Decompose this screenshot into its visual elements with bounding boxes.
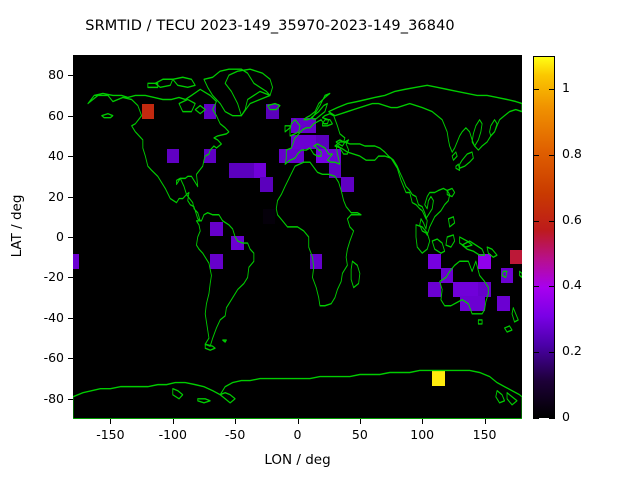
heatmap-cell — [303, 118, 317, 134]
heatmap-cell — [73, 253, 80, 269]
y-axis-tick — [68, 115, 73, 117]
y-axis-tick — [68, 317, 73, 319]
heatmap-cell — [262, 209, 276, 225]
y-axis-tick-label: 40 — [48, 148, 64, 164]
heatmap-cell — [316, 134, 329, 150]
x-axis-tick-label: -50 — [224, 427, 246, 442]
x-axis-tick — [235, 419, 237, 424]
heatmap-cell — [316, 148, 329, 164]
heatmap-cell — [309, 253, 323, 269]
x-axis-tick-label: 0 — [293, 427, 302, 442]
y-axis-tick-label: -20 — [43, 269, 64, 285]
colorbar-tick — [549, 154, 555, 156]
colorbar-tick-label: 0.8 — [562, 145, 582, 161]
x-axis-tick — [110, 419, 112, 424]
y-axis-tick-label: -60 — [43, 350, 64, 366]
colorbar-tick — [533, 286, 539, 288]
chart-title: SRMTID / TECU 2023-149_35970-2023-149_36… — [85, 18, 455, 34]
y-axis-tick-label: -80 — [43, 390, 64, 406]
heatmap-cell — [241, 162, 254, 178]
colorbar-tick-label: 0.6 — [562, 211, 582, 227]
heatmap-cell — [228, 162, 242, 178]
x-axis-tick-label: 50 — [351, 427, 368, 442]
heatmap-cell — [428, 282, 441, 297]
heatmap-cell — [231, 235, 244, 251]
colorbar-tick — [533, 352, 539, 354]
colorbar-tick — [533, 220, 539, 222]
heatmap-cell — [166, 148, 179, 164]
colorbar-tick — [549, 286, 555, 288]
colorbar-tick-label: 1 — [562, 79, 570, 95]
heatmap-cell — [210, 253, 223, 269]
heatmap-cell — [432, 371, 445, 386]
x-axis-tick-label: -100 — [158, 427, 187, 442]
heatmap-cell — [341, 177, 354, 192]
y-axis-tick-label: -40 — [43, 309, 64, 325]
heatmap-cells-layer — [73, 55, 522, 419]
colorbar-tick-label: 0.4 — [562, 277, 582, 293]
heatmap-cell — [203, 148, 217, 164]
colorbar-tick-label: 0.2 — [562, 343, 582, 359]
y-axis-tick-label: 60 — [48, 107, 64, 123]
heatmap-cell — [465, 282, 479, 297]
x-axis-title: LON / deg — [264, 452, 331, 468]
y-axis-tick — [68, 75, 73, 77]
y-axis-tick — [68, 358, 73, 360]
y-axis-tick-label: 20 — [48, 188, 64, 204]
heatmap-cell — [266, 104, 279, 119]
colorbar-tick — [549, 418, 555, 419]
heatmap-cell — [500, 268, 514, 283]
x-axis-tick — [172, 419, 174, 424]
map-plot-area — [73, 55, 522, 419]
colorbar-tick-label: 0 — [562, 409, 570, 424]
heatmap-cell — [291, 134, 304, 150]
x-axis-tick — [297, 419, 299, 424]
heatmap-cell — [328, 148, 342, 164]
y-axis-tick — [68, 237, 73, 238]
heatmap-cell — [253, 162, 267, 178]
heatmap-cell — [303, 134, 317, 150]
colorbar — [533, 56, 555, 418]
heatmap-cell — [203, 104, 217, 119]
x-axis-tick-label: -150 — [96, 427, 125, 442]
colorbar-tick — [533, 418, 539, 419]
colorbar-tick — [533, 154, 539, 156]
y-axis-tick — [68, 156, 73, 158]
colorbar-tick — [533, 88, 539, 90]
colorbar-tick — [549, 352, 555, 354]
heatmap-cell — [210, 221, 223, 237]
heatmap-cell — [328, 162, 342, 178]
colorbar-gradient — [534, 57, 554, 417]
y-axis-tick-label: 0 — [56, 229, 64, 244]
heatmap-cell — [497, 296, 510, 311]
heatmap-cell — [459, 296, 473, 311]
heatmap-cell — [472, 296, 485, 311]
heatmap-cell — [478, 282, 491, 297]
x-axis-tick — [359, 419, 361, 424]
y-axis-tick — [68, 196, 73, 198]
x-axis-tick — [422, 419, 424, 424]
heatmap-cell — [260, 177, 273, 192]
heatmap-cell — [440, 268, 454, 283]
x-axis-tick-label: 100 — [410, 427, 435, 442]
x-axis-tick — [484, 419, 486, 424]
heatmap-cell — [291, 118, 304, 134]
heatmap-cell — [478, 253, 491, 269]
colorbar-tick — [549, 220, 555, 222]
heatmap-cell — [291, 148, 304, 164]
y-axis-tick — [68, 398, 73, 400]
heatmap-cell — [509, 249, 522, 265]
heatmap-cell — [453, 282, 466, 297]
heatmap-cell — [141, 104, 155, 119]
x-axis-tick-label: 150 — [472, 427, 497, 442]
heatmap-cell — [278, 148, 292, 164]
heatmap-cell — [428, 253, 441, 269]
y-axis-tick-label: 80 — [48, 67, 64, 83]
y-axis-tick — [68, 277, 73, 279]
colorbar-tick — [549, 88, 555, 90]
